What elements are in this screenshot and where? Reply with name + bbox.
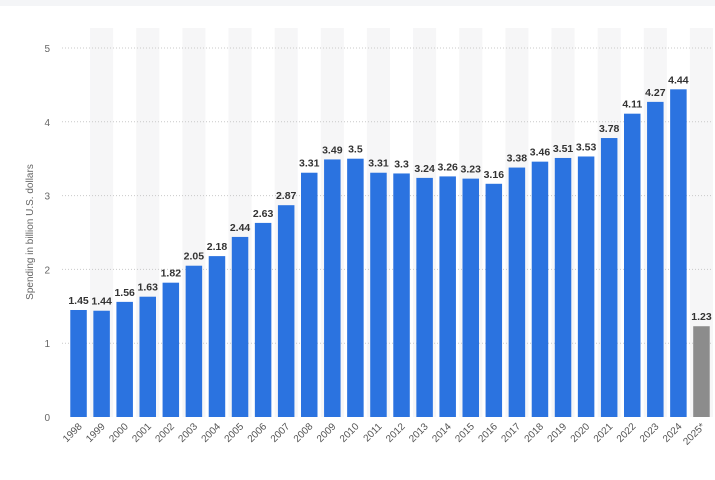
x-tick-label: 2003 [177, 421, 201, 445]
value-label: 4.27 [645, 87, 666, 99]
value-label: 1.63 [138, 282, 159, 294]
bar [693, 326, 710, 417]
y-tick-label: 0 [44, 413, 50, 424]
x-tick-label: 2023 [638, 421, 662, 445]
bar [254, 222, 272, 417]
value-label: 2.44 [230, 222, 251, 234]
x-tick-label: 2005 [223, 421, 247, 445]
x-tick-label: 2012 [384, 421, 408, 445]
bar [647, 101, 664, 418]
x-tick-label: 2008 [292, 421, 316, 445]
x-tick-label: 2022 [615, 421, 639, 445]
x-tick-label: 2015 [453, 421, 477, 445]
value-label: 1.56 [114, 287, 135, 299]
bar [462, 178, 479, 417]
x-tick-label: 2011 [362, 421, 385, 444]
value-label: 2.18 [207, 241, 228, 253]
bar [624, 113, 641, 417]
bar [208, 256, 226, 417]
x-tick-label: 2017 [500, 421, 524, 445]
bar [439, 176, 456, 417]
x-tick-label: 2016 [476, 421, 500, 445]
value-label: 1.82 [161, 268, 182, 280]
x-tick-label: 2021 [592, 421, 616, 445]
bar [508, 167, 526, 417]
value-label: 4.44 [668, 74, 689, 86]
value-label: 1.45 [68, 295, 89, 307]
value-label: 3.78 [599, 123, 620, 135]
y-tick-label: 1 [44, 339, 50, 350]
bar [231, 236, 249, 417]
bar [301, 172, 318, 417]
value-label: 3.26 [437, 161, 458, 173]
value-label: 4.11 [622, 99, 642, 111]
x-tick-label: 2024 [661, 421, 685, 445]
y-tick-label: 5 [44, 44, 50, 55]
x-tick-label: 2002 [153, 421, 177, 445]
value-label: 3.23 [461, 164, 482, 176]
bar [370, 172, 387, 417]
bar [554, 157, 572, 417]
bar [70, 309, 87, 417]
x-tick-label: 2020 [569, 421, 593, 445]
y-axis-ticks: 0 1 2 3 4 5 [44, 44, 50, 424]
value-label: 2.05 [184, 251, 205, 263]
x-tick-label: 2010 [338, 421, 362, 445]
bar [185, 265, 203, 417]
y-axis-label: Spending in billion U.S. dollars [25, 164, 36, 300]
x-tick-label: 2019 [546, 421, 570, 445]
bar [162, 282, 180, 417]
x-tick-label: 1998 [61, 421, 85, 445]
bar [600, 138, 618, 417]
x-tick-label: 2025* [681, 421, 707, 447]
value-label: 3.31 [299, 158, 320, 170]
bar [485, 183, 503, 417]
y-tick-label: 4 [44, 118, 50, 129]
top-strip [0, 0, 715, 6]
bar [347, 158, 364, 417]
bar [416, 177, 433, 417]
bar [577, 156, 595, 417]
bar [93, 310, 110, 417]
bar [277, 205, 295, 417]
value-label: 3.31 [368, 158, 389, 170]
x-tick-label: 2001 [130, 421, 154, 445]
bar [139, 296, 156, 417]
x-tick-label: 2013 [407, 421, 431, 445]
x-tick-label: 2007 [269, 421, 293, 445]
x-tick-label: 2006 [246, 421, 270, 445]
value-label: 2.63 [253, 208, 274, 220]
x-axis-ticks: 1998 1999 2000 2001 2002 2003 2004 2005 2006 2007… [61, 421, 708, 448]
x-tick-label: 2014 [430, 421, 454, 445]
bar [531, 161, 549, 417]
column-band [689, 28, 713, 417]
y-tick-label: 2 [44, 265, 50, 276]
bar [670, 89, 687, 417]
value-label: 1.23 [691, 311, 712, 323]
x-tick-label: 2004 [200, 421, 224, 445]
bar [393, 173, 410, 417]
value-label: 3.49 [322, 144, 343, 156]
value-label: 2.87 [276, 190, 297, 202]
value-label: 3.46 [530, 147, 551, 159]
x-tick-label: 2000 [107, 421, 131, 445]
value-label: 3.16 [484, 169, 505, 181]
x-tick-label: 2009 [315, 421, 339, 445]
value-label: 3.24 [414, 163, 435, 175]
x-tick-label: 2018 [523, 421, 547, 445]
value-labels: 1.45 1.441.56 1.631.822.052.182.442.632.87… [68, 74, 712, 323]
bar [324, 159, 341, 418]
value-label: 1.44 [91, 296, 112, 308]
value-label: 3.5 [348, 144, 363, 156]
value-label: 3.51 [553, 143, 574, 155]
y-tick-label: 3 [44, 192, 50, 203]
bars [70, 89, 710, 418]
x-tick-label: 1999 [84, 421, 108, 445]
value-label: 3.38 [507, 153, 528, 165]
value-label: 3.3 [394, 158, 409, 170]
value-label: 3.53 [576, 141, 597, 153]
bar [116, 301, 133, 417]
